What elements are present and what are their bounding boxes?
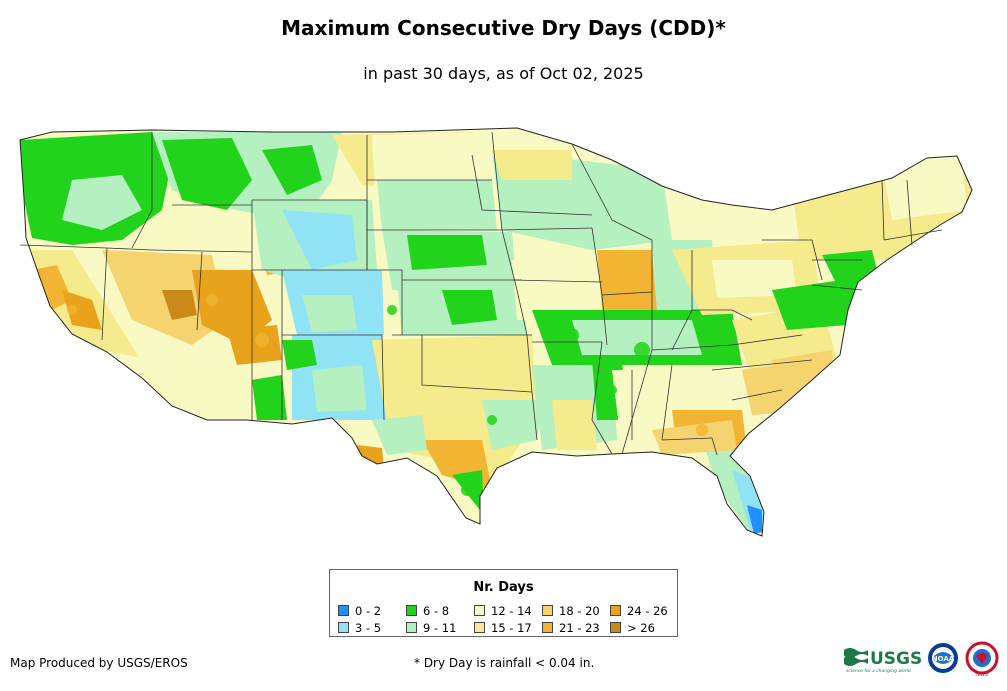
legend-item: 0 - 2 — [338, 603, 406, 618]
nws-logo: NWS — [965, 641, 999, 678]
legend-swatch — [542, 605, 553, 616]
legend-swatch — [610, 605, 621, 616]
legend-swatch — [474, 605, 485, 616]
legend-label: > 26 — [627, 620, 655, 635]
legend-swatch — [542, 622, 553, 633]
legend-item: 6 - 8 — [406, 603, 474, 618]
legend-item: 21 - 23 — [542, 620, 610, 635]
legend-title: Nr. Days — [473, 580, 534, 595]
legend-label: 12 - 14 — [491, 603, 532, 618]
legend-item: 15 - 17 — [474, 620, 542, 635]
legend-swatch — [406, 622, 417, 633]
legend-item: 24 - 26 — [610, 603, 678, 618]
legend-item: > 26 — [610, 620, 678, 635]
legend-label: 24 - 26 — [627, 603, 668, 618]
legend-label: 15 - 17 — [491, 620, 532, 635]
legend-label: 18 - 20 — [559, 603, 600, 618]
legend-label: 21 - 23 — [559, 620, 600, 635]
legend-label: 6 - 8 — [423, 603, 450, 618]
legend-label: 9 - 11 — [423, 620, 457, 635]
agency-logos: USGS science for a changing world NOAA N… — [844, 641, 999, 678]
us-cdd-map — [19, 127, 973, 537]
usgs-logo: USGS science for a changing world — [844, 648, 922, 674]
nws-logo-text: NWS — [976, 672, 988, 678]
dry-day-footnote: * Dry Day is rainfall < 0.04 in. — [414, 656, 595, 670]
legend-item: 9 - 11 — [406, 620, 474, 635]
legend-grid: 0 - 2 6 - 8 12 - 14 18 - 20 24 - 26 3 - … — [338, 603, 678, 635]
legend-label: 3 - 5 — [355, 620, 382, 635]
noaa-logo-text: NOAA — [932, 655, 955, 663]
map-title: Maximum Consecutive Dry Days (CDD)* — [281, 16, 726, 40]
legend-swatch — [474, 622, 485, 633]
legend-swatch — [338, 622, 349, 633]
legend-swatch — [406, 605, 417, 616]
legend-item: 18 - 20 — [542, 603, 610, 618]
legend-swatch — [610, 622, 621, 633]
usgs-tagline: science for a changing world — [846, 668, 911, 674]
map-subtitle: in past 30 days, as of Oct 02, 2025 — [363, 64, 644, 83]
map-credit: Map Produced by USGS/EROS — [10, 656, 188, 670]
legend: Nr. Days 0 - 2 6 - 8 12 - 14 18 - 20 24 … — [329, 569, 678, 637]
legend-item: 3 - 5 — [338, 620, 406, 635]
legend-item: 12 - 14 — [474, 603, 542, 618]
noaa-logo: NOAA — [928, 643, 958, 673]
usgs-logo-text: USGS — [870, 649, 922, 669]
legend-swatch — [338, 605, 349, 616]
legend-label: 0 - 2 — [355, 603, 382, 618]
